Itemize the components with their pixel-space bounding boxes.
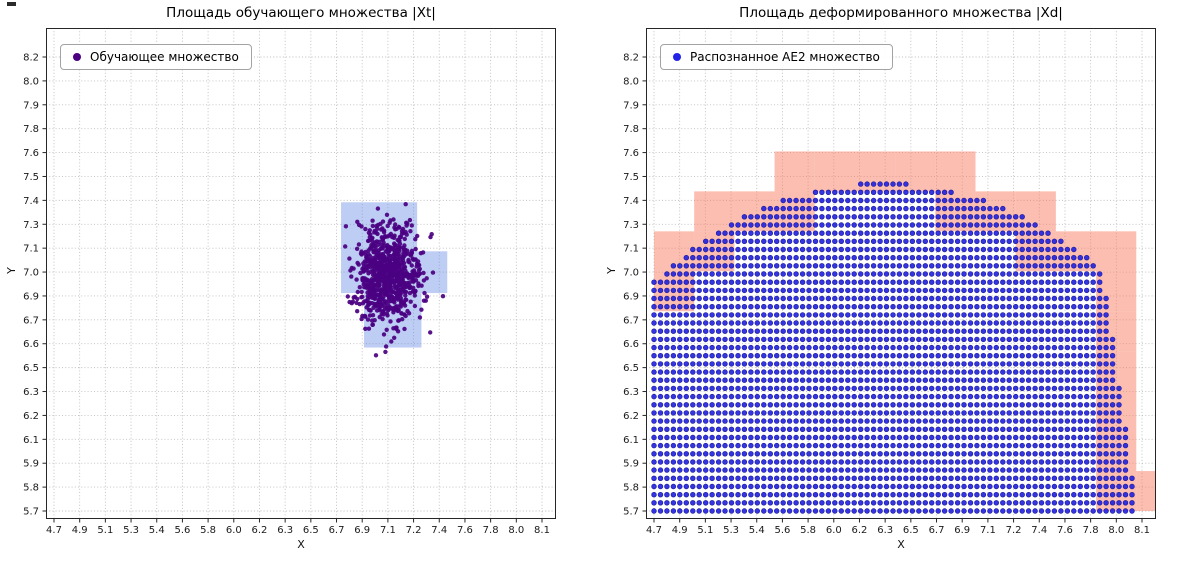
svg-text:4.9: 4.9 [672, 525, 688, 536]
x-axis-label: X [897, 538, 905, 551]
y-axis-label: Y [604, 267, 618, 274]
svg-text:6.7: 6.7 [23, 315, 39, 326]
svg-text:6.1: 6.1 [623, 435, 639, 446]
svg-text:7.8: 7.8 [483, 525, 499, 536]
svg-text:7.1: 7.1 [23, 244, 39, 255]
svg-text:6.7: 6.7 [623, 315, 639, 326]
svg-text:7.0: 7.0 [623, 268, 639, 279]
svg-text:7.8: 7.8 [1083, 525, 1099, 536]
svg-text:7.4: 7.4 [623, 196, 639, 207]
svg-text:6.3: 6.3 [877, 525, 893, 536]
svg-text:7.6: 7.6 [623, 148, 639, 159]
svg-text:6.0: 6.0 [826, 525, 842, 536]
svg-text:7.6: 7.6 [1057, 525, 1073, 536]
svg-text:5.7: 5.7 [623, 507, 639, 518]
window-artifact [7, 2, 16, 6]
svg-text:5.9: 5.9 [623, 459, 639, 470]
svg-text:4.7: 4.7 [46, 525, 62, 536]
svg-text:6.9: 6.9 [23, 291, 39, 302]
plot-area-training-set: 4.7 4.9 5.1 5.3 5.4 5.6 5.8 6.0 6.2 6.3 6.5 6.7 6.9 7… [23, 28, 556, 536]
svg-text:6.6: 6.6 [623, 339, 639, 350]
svg-text:7.9: 7.9 [23, 100, 39, 111]
svg-text:6.2: 6.2 [852, 525, 868, 536]
legend-label: Обучающее множество [90, 50, 239, 64]
svg-text:6.9: 6.9 [623, 291, 639, 302]
svg-text:5.4: 5.4 [749, 525, 765, 536]
svg-text:6.5: 6.5 [903, 525, 919, 536]
svg-text:8.1: 8.1 [1134, 525, 1150, 536]
svg-text:5.8: 5.8 [623, 483, 639, 494]
y-axis-label: Y [4, 267, 18, 274]
svg-text:7.5: 7.5 [623, 172, 639, 183]
svg-text:7.0: 7.0 [23, 268, 39, 279]
svg-text:7.8: 7.8 [23, 124, 39, 135]
chart-title: Площадь деформированного множества |Xd| [739, 5, 1063, 21]
svg-text:6.5: 6.5 [303, 525, 319, 536]
svg-text:7.8: 7.8 [623, 124, 639, 135]
legend-marker-icon [73, 53, 81, 61]
svg-text:6.3: 6.3 [277, 525, 293, 536]
svg-text:5.6: 5.6 [774, 525, 790, 536]
svg-text:7.1: 7.1 [380, 525, 396, 536]
svg-text:7.1: 7.1 [623, 244, 639, 255]
svg-text:5.4: 5.4 [149, 525, 165, 536]
plot-area-deformed-set: 4.7 4.9 5.1 5.3 5.4 5.6 5.8 6.0 6.2 6.3 6.5 6.7 6.9 7… [623, 28, 1156, 536]
svg-text:6.3: 6.3 [623, 387, 639, 398]
svg-text:6.2: 6.2 [23, 411, 39, 422]
svg-text:7.3: 7.3 [623, 220, 639, 231]
svg-text:5.8: 5.8 [200, 525, 216, 536]
svg-text:7.4: 7.4 [1031, 525, 1047, 536]
svg-text:5.8: 5.8 [23, 483, 39, 494]
svg-text:8.2: 8.2 [623, 53, 639, 64]
svg-text:7.3: 7.3 [23, 220, 39, 231]
svg-text:6.7: 6.7 [929, 525, 945, 536]
svg-text:4.7: 4.7 [646, 525, 662, 536]
chart-title: Площадь обучающего множества |Xt| [166, 5, 436, 21]
svg-text:8.2: 8.2 [23, 53, 39, 64]
svg-text:8.0: 8.0 [623, 76, 639, 87]
legend-marker-icon [673, 53, 681, 61]
svg-text:6.3: 6.3 [23, 387, 39, 398]
svg-text:5.9: 5.9 [23, 459, 39, 470]
svg-text:5.3: 5.3 [123, 525, 139, 536]
svg-text:5.8: 5.8 [800, 525, 816, 536]
svg-text:6.2: 6.2 [252, 525, 268, 536]
svg-text:6.5: 6.5 [623, 363, 639, 374]
svg-text:5.6: 5.6 [174, 525, 190, 536]
svg-text:7.9: 7.9 [623, 100, 639, 111]
svg-text:5.7: 5.7 [23, 507, 39, 518]
svg-text:6.2: 6.2 [623, 411, 639, 422]
svg-text:6.9: 6.9 [954, 525, 970, 536]
svg-text:7.2: 7.2 [1006, 525, 1022, 536]
legend-label: Распознанное AE2 множество [690, 50, 880, 64]
svg-text:7.5: 7.5 [23, 172, 39, 183]
svg-text:6.6: 6.6 [23, 339, 39, 350]
svg-text:7.1: 7.1 [980, 525, 996, 536]
svg-text:6.1: 6.1 [23, 435, 39, 446]
x-axis-label: X [297, 538, 305, 551]
svg-text:6.0: 6.0 [226, 525, 242, 536]
svg-text:8.1: 8.1 [534, 525, 550, 536]
svg-text:6.7: 6.7 [329, 525, 345, 536]
svg-text:8.0: 8.0 [23, 76, 39, 87]
svg-text:7.6: 7.6 [457, 525, 473, 536]
svg-text:7.4: 7.4 [431, 525, 447, 536]
svg-text:5.3: 5.3 [723, 525, 739, 536]
svg-text:5.1: 5.1 [697, 525, 713, 536]
svg-text:7.2: 7.2 [406, 525, 422, 536]
svg-text:6.9: 6.9 [354, 525, 370, 536]
svg-text:6.5: 6.5 [23, 363, 39, 374]
legend: Обучающее множество [60, 44, 252, 70]
svg-text:4.9: 4.9 [72, 525, 88, 536]
panel-deformed-set: 4.7 4.9 5.1 5.3 5.4 5.6 5.8 6.0 6.2 6.3 6.5 6.7 6.9 7… [600, 0, 1192, 573]
svg-text:8.0: 8.0 [1108, 525, 1124, 536]
legend: Распознанное AE2 множество [660, 44, 893, 70]
svg-text:5.1: 5.1 [97, 525, 113, 536]
panel-training-set: 4.7 4.9 5.1 5.3 5.4 5.6 5.8 6.0 6.2 6.3 6.5 6.7 6.9 7… [0, 0, 592, 573]
svg-text:8.0: 8.0 [508, 525, 524, 536]
svg-text:7.6: 7.6 [23, 148, 39, 159]
svg-text:7.4: 7.4 [23, 196, 39, 207]
